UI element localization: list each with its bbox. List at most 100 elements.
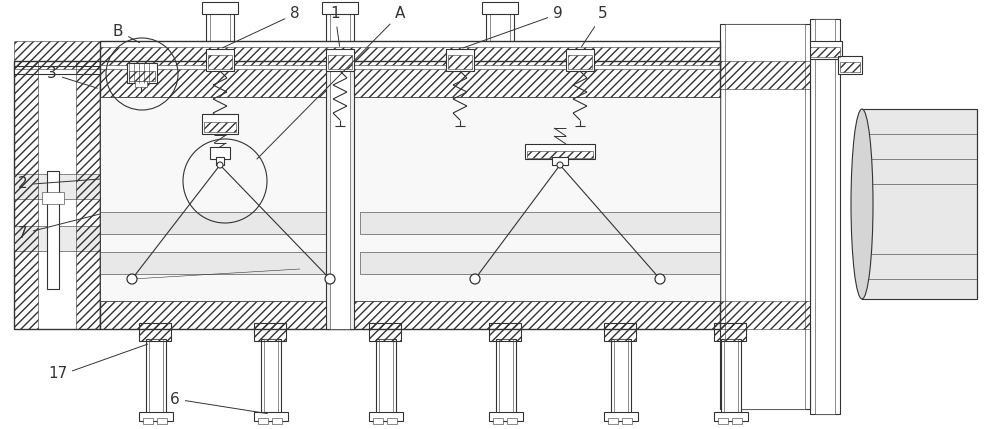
Bar (714, 412, 748, 421)
Bar (149, 339, 163, 414)
Bar (208, 55, 232, 69)
Bar (387, 418, 397, 424)
Bar (622, 418, 632, 424)
Bar (614, 339, 628, 414)
Bar (489, 323, 521, 341)
Bar (326, 4, 354, 69)
Bar (143, 418, 153, 424)
Bar (254, 323, 286, 341)
Bar (862, 109, 977, 299)
Bar (373, 418, 383, 424)
Bar (604, 323, 636, 341)
Bar (499, 339, 513, 414)
Bar (129, 71, 155, 81)
Bar (360, 212, 720, 234)
Bar (42, 192, 64, 204)
Bar (330, 4, 350, 69)
Bar (100, 47, 720, 65)
Text: 7: 7 (18, 227, 28, 242)
Bar (146, 339, 166, 414)
Circle shape (557, 162, 563, 168)
Bar (566, 49, 594, 71)
Circle shape (655, 274, 665, 284)
Bar (525, 144, 595, 159)
Bar (330, 61, 350, 329)
Bar (493, 418, 503, 424)
Bar (611, 339, 631, 414)
Bar (206, 4, 234, 69)
Text: B: B (113, 24, 140, 42)
Bar (258, 418, 268, 424)
Bar (272, 418, 282, 424)
Bar (14, 41, 100, 69)
Bar (527, 151, 593, 158)
Bar (210, 4, 230, 69)
Bar (446, 49, 474, 71)
Bar (486, 4, 514, 69)
Bar (100, 301, 720, 329)
Bar (482, 2, 518, 14)
Text: 3: 3 (47, 66, 97, 88)
Bar (490, 4, 510, 69)
Bar (202, 2, 238, 14)
Bar (815, 19, 835, 414)
Bar (206, 49, 234, 71)
Bar (14, 174, 100, 199)
Bar (204, 122, 236, 132)
Bar (810, 47, 840, 57)
Bar (840, 62, 860, 72)
Bar (724, 339, 738, 414)
Text: A: A (257, 6, 405, 159)
Bar (100, 41, 720, 69)
Bar (718, 418, 728, 424)
Bar (720, 24, 810, 409)
Bar (127, 63, 157, 83)
Bar (496, 339, 516, 414)
Bar (808, 41, 842, 59)
Circle shape (217, 162, 223, 168)
Bar (261, 339, 281, 414)
Bar (838, 56, 862, 74)
Circle shape (127, 274, 137, 284)
Bar (135, 81, 147, 87)
Circle shape (325, 274, 335, 284)
Text: 2: 2 (18, 176, 28, 191)
Bar (604, 412, 638, 421)
Text: 17: 17 (48, 366, 67, 381)
Bar (721, 339, 741, 414)
Bar (379, 339, 393, 414)
Circle shape (470, 274, 480, 284)
Bar (47, 171, 59, 289)
Bar (76, 61, 100, 329)
Bar (139, 323, 171, 341)
Bar (254, 412, 288, 421)
Bar (810, 19, 840, 414)
Bar (725, 24, 805, 409)
Bar (369, 412, 403, 421)
Text: 9: 9 (463, 6, 563, 48)
Bar (14, 226, 100, 251)
Bar (448, 55, 472, 69)
Bar (100, 97, 720, 301)
Bar (100, 212, 340, 234)
Bar (202, 114, 238, 134)
Bar (720, 301, 810, 329)
Bar (210, 147, 230, 159)
Ellipse shape (851, 109, 873, 299)
Bar (489, 412, 523, 421)
Bar (507, 418, 517, 424)
Bar (720, 61, 810, 89)
Bar (552, 157, 568, 165)
Bar (328, 55, 352, 69)
Bar (369, 323, 401, 341)
Bar (100, 252, 340, 274)
Bar (714, 323, 746, 341)
Bar (157, 418, 167, 424)
Bar (568, 55, 592, 69)
Bar (264, 339, 278, 414)
Bar (326, 61, 354, 329)
Bar (100, 69, 720, 97)
Bar (14, 61, 100, 329)
Text: 1: 1 (330, 6, 340, 46)
Bar (326, 49, 354, 71)
